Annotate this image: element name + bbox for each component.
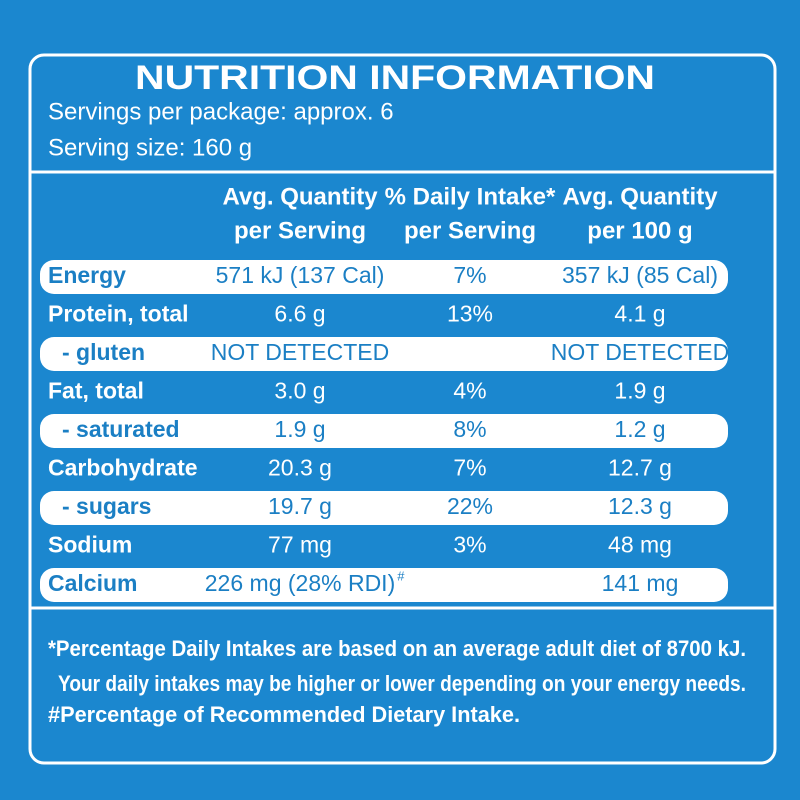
- row-label: - sugars: [62, 493, 151, 519]
- cell: 48 mg: [608, 532, 672, 558]
- cell: 4.1 g: [614, 301, 665, 327]
- cell: 1.9 g: [274, 416, 325, 442]
- row-label: Carbohydrate: [48, 455, 198, 481]
- cell: 7%: [453, 262, 486, 288]
- cell: 3.0 g: [274, 378, 325, 404]
- row-label: - saturated: [62, 416, 180, 442]
- row-label: Protein, total: [48, 301, 189, 327]
- footnote: Your daily intakes may be higher or lowe…: [58, 671, 746, 696]
- cell: 1.2 g: [614, 416, 665, 442]
- cell: 19.7 g: [268, 493, 332, 519]
- title: NUTRITION INFORMATION: [135, 59, 655, 97]
- cell: 4%: [453, 378, 486, 404]
- row-band: [40, 260, 728, 294]
- cell: 1.9 g: [614, 378, 665, 404]
- cell: 3%: [453, 532, 486, 558]
- superscript: #: [397, 568, 405, 583]
- row-label: Calcium: [48, 570, 137, 596]
- cell: 22%: [447, 493, 493, 519]
- column-header: Avg. Quantity: [222, 183, 378, 210]
- column-header: per Serving: [404, 217, 536, 244]
- row-label: Sodium: [48, 532, 132, 558]
- row-label: - gluten: [62, 339, 145, 365]
- cell: 20.3 g: [268, 455, 332, 481]
- row-band: [40, 568, 728, 602]
- cell: 226 mg (28% RDI): [205, 570, 395, 596]
- footnote: *Percentage Daily Intakes are based on a…: [48, 636, 746, 661]
- cell: 7%: [453, 455, 486, 481]
- cell: 77 mg: [268, 532, 332, 558]
- column-header: % Daily Intake*: [385, 183, 556, 210]
- column-header: per 100 g: [587, 217, 692, 244]
- serving-size: Serving size: 160 g: [48, 134, 252, 161]
- row-band: [40, 491, 728, 525]
- cell: 6.6 g: [274, 301, 325, 327]
- row-band: [40, 414, 728, 448]
- cell: 571 kJ (137 Cal): [216, 262, 385, 288]
- table: Avg. Quantity per Serving % Daily Intake* p…: [40, 183, 729, 602]
- servings: Servings per package: approx. 6: [48, 98, 394, 125]
- cell: 141 mg: [602, 570, 679, 596]
- footnote: #Percentage of Recommended Dietary Intak…: [48, 702, 520, 727]
- border: [28, 53, 777, 765]
- column-header: per Serving: [234, 217, 366, 244]
- cell: 357 kJ (85 Cal): [562, 262, 718, 288]
- row-band: [40, 337, 728, 371]
- cell: NOT DETECTED: [211, 339, 389, 365]
- row-label: Fat, total: [48, 378, 144, 404]
- cell: 13%: [447, 301, 493, 327]
- cell: NOT DETECTED: [551, 339, 729, 365]
- column-header: Avg. Quantity: [562, 183, 718, 210]
- cell: 8%: [453, 416, 486, 442]
- cell: 12.7 g: [608, 455, 672, 481]
- cell: 12.3 g: [608, 493, 672, 519]
- row-label: Energy: [48, 262, 126, 288]
